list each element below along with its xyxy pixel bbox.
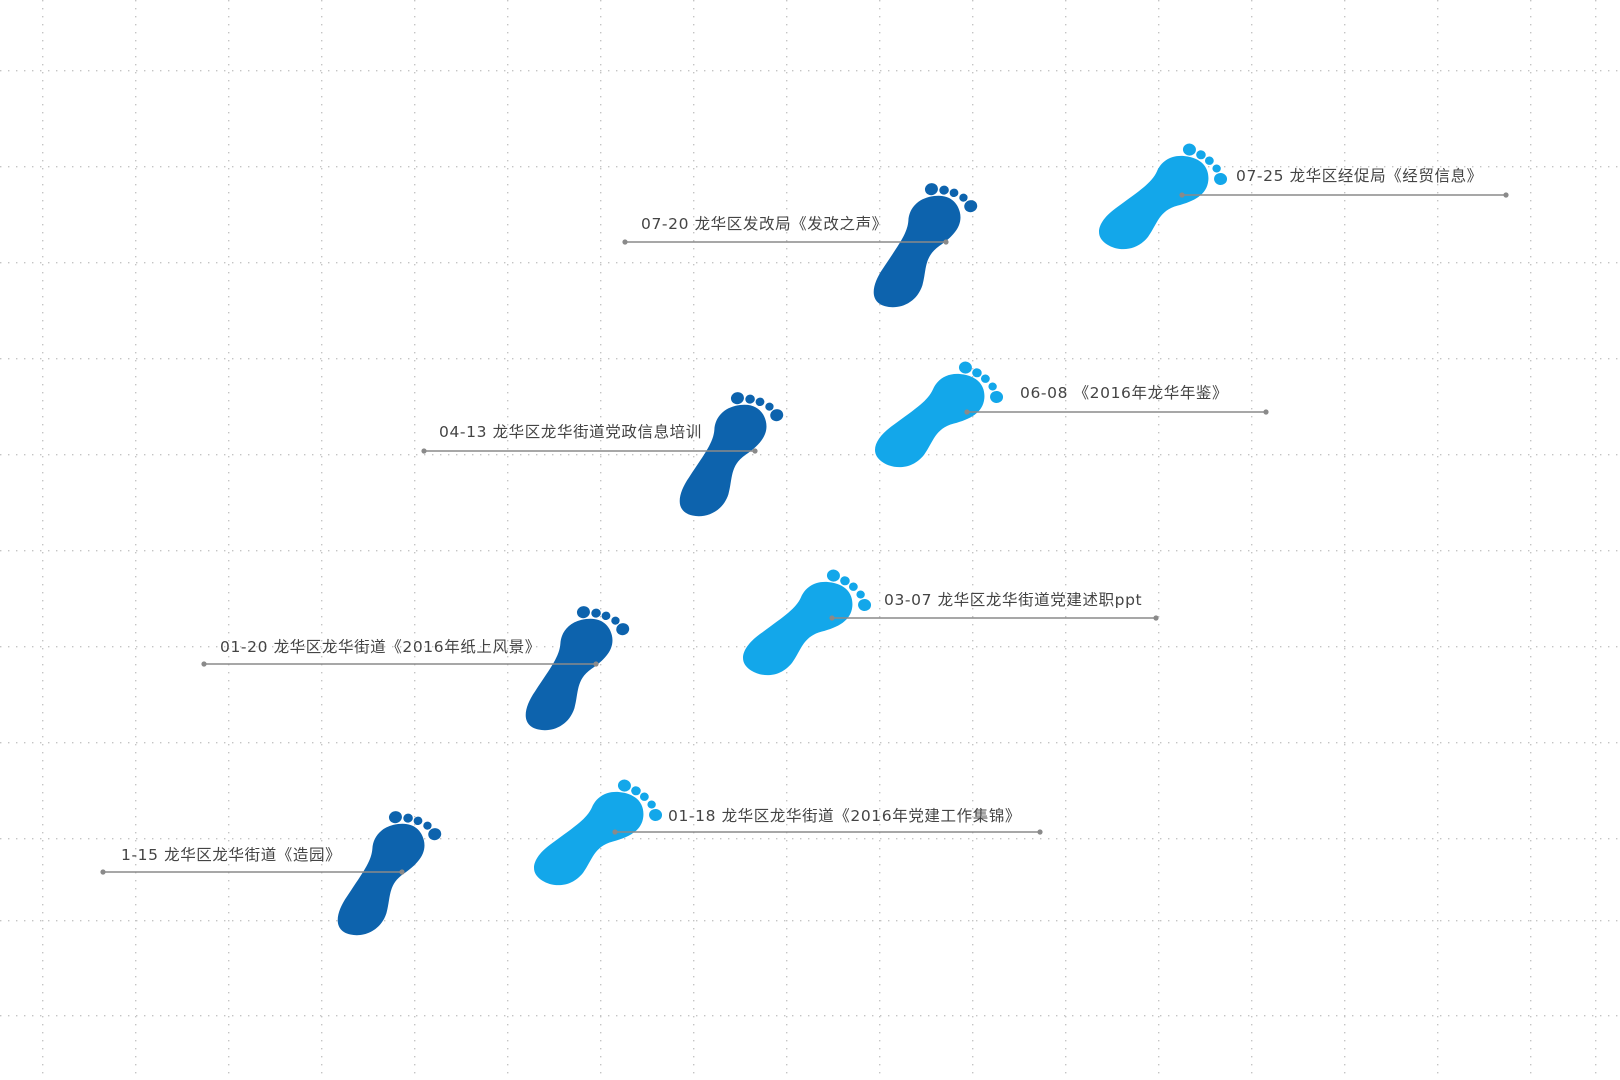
leader-end-dot bbox=[622, 239, 628, 245]
footprint-icon bbox=[314, 801, 461, 940]
leader-end-dot bbox=[1503, 192, 1509, 198]
leader-end-dot bbox=[1179, 192, 1185, 198]
leader-end-dot bbox=[201, 661, 207, 667]
step-07-25: 07-25 龙华区经促局《经贸信息》 bbox=[1097, 135, 1509, 260]
step-1-15: 1-15 龙华区龙华街道《造园》 bbox=[100, 801, 461, 940]
leader-end-dot bbox=[421, 448, 427, 454]
step-label: 03-07 龙华区龙华街道党建述职ppt bbox=[884, 591, 1142, 609]
step-label: 01-20 龙华区龙华街道《2016年纸上风景》 bbox=[220, 638, 541, 656]
leader-end-dot bbox=[1153, 615, 1159, 621]
leader-end-dot bbox=[829, 615, 835, 621]
step-01-20: 01-20 龙华区龙华街道《2016年纸上风景》 bbox=[201, 596, 649, 735]
footprint-icon bbox=[1097, 135, 1231, 260]
leader-end-dot bbox=[100, 869, 106, 875]
footprint-icon bbox=[741, 561, 875, 686]
leader-end-dot bbox=[399, 869, 405, 875]
step-label: 1-15 龙华区龙华街道《造园》 bbox=[121, 846, 341, 864]
step-04-13: 04-13 龙华区龙华街道党政信息培训 bbox=[421, 382, 803, 521]
footprint-icon bbox=[502, 596, 649, 735]
leader-end-dot bbox=[593, 661, 599, 667]
leader-end-dot bbox=[752, 448, 758, 454]
step-01-18: 01-18 龙华区龙华街道《2016年党建工作集锦》 bbox=[532, 771, 1043, 896]
step-label: 07-25 龙华区经促局《经贸信息》 bbox=[1236, 167, 1483, 185]
leader-end-dot bbox=[964, 409, 970, 415]
step-label: 04-13 龙华区龙华街道党政信息培训 bbox=[439, 423, 702, 441]
leader-end-dot bbox=[1263, 409, 1269, 415]
leader-end-dot bbox=[943, 239, 949, 245]
leader-end-dot bbox=[612, 829, 618, 835]
step-label: 06-08 《2016年龙华年鉴》 bbox=[1020, 384, 1228, 402]
step-label: 07-20 龙华区发改局《发改之声》 bbox=[641, 215, 888, 233]
footprint-icon bbox=[873, 353, 1007, 478]
step-03-07: 03-07 龙华区龙华街道党建述职ppt bbox=[741, 561, 1159, 686]
leader-end-dot bbox=[1037, 829, 1043, 835]
step-07-20: 07-20 龙华区发改局《发改之声》 bbox=[622, 173, 997, 312]
step-label: 01-18 龙华区龙华街道《2016年党建工作集锦》 bbox=[668, 807, 1021, 825]
step-06-08: 06-08 《2016年龙华年鉴》 bbox=[873, 353, 1269, 478]
footprint-icon bbox=[532, 771, 666, 896]
